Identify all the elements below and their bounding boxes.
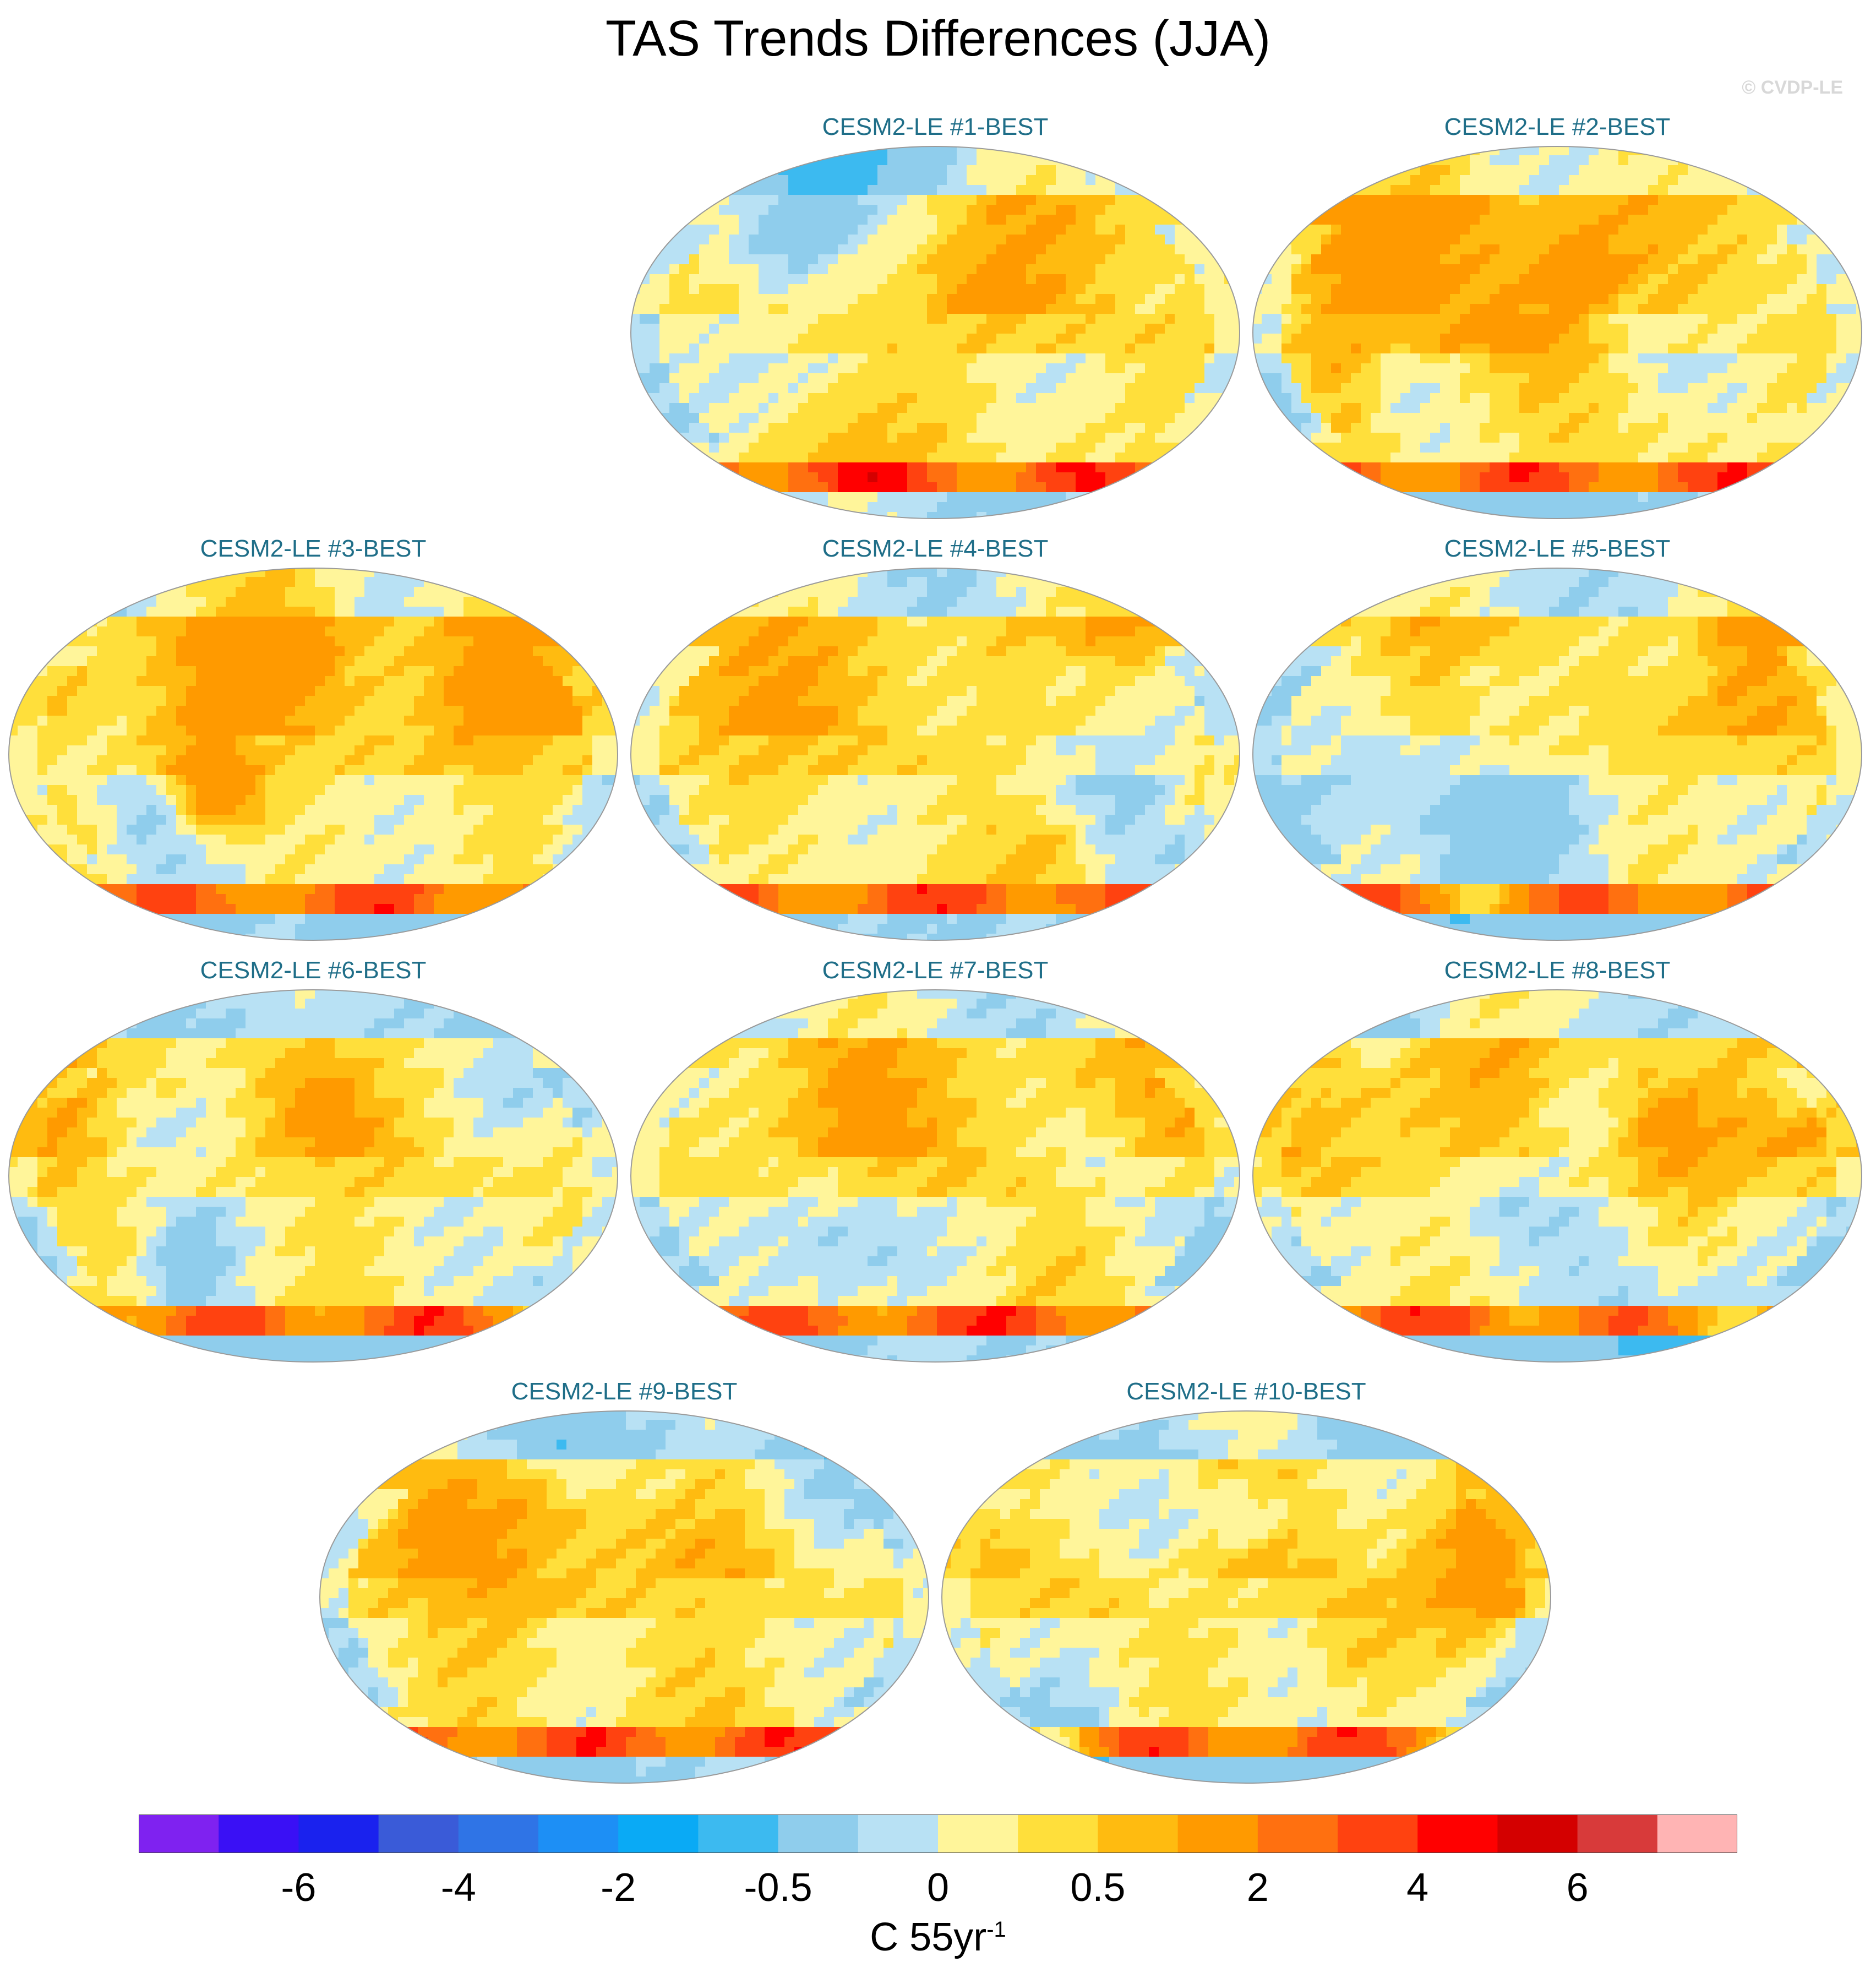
map-panel-1: CESM2-LE #1-BEST: [630, 113, 1241, 521]
map-panel-7: CESM2-LE #7-BEST: [630, 957, 1241, 1364]
map-outline: [630, 146, 1240, 519]
colorbar-swatch: [219, 1814, 299, 1853]
colorbar: [139, 1814, 1737, 1853]
map-panel-4: CESM2-LE #4-BEST: [630, 535, 1241, 942]
panel-title-2: CESM2-LE #2-BEST: [1444, 113, 1671, 140]
panel-title-9: CESM2-LE #9-BEST: [511, 1378, 738, 1405]
panel-title-4: CESM2-LE #4-BEST: [822, 535, 1049, 562]
temperature-field: [1253, 146, 1862, 519]
temperature-field: [631, 568, 1240, 940]
map-outline: [630, 568, 1240, 941]
temperature-field: [320, 1411, 929, 1783]
colorbar-swatch: [698, 1814, 779, 1853]
colorbar-swatch: [1577, 1814, 1658, 1853]
map-panel-2: CESM2-LE #2-BEST: [1252, 113, 1863, 521]
colorbar-tick-label: 0: [926, 1866, 950, 1910]
colorbar-swatch: [458, 1814, 539, 1853]
colorbar-swatch: [1497, 1814, 1578, 1853]
units-exponent: -1: [986, 1917, 1006, 1942]
colorbar-tick-label: 6: [1566, 1866, 1589, 1910]
map-6: [8, 989, 618, 1363]
colorbar-swatch: [778, 1814, 859, 1853]
temperature-field: [631, 990, 1240, 1362]
temperature-field: [942, 1411, 1551, 1783]
colorbar-swatch: [1657, 1814, 1737, 1853]
colorbar-swatch: [858, 1814, 939, 1853]
map-panel-9: CESM2-LE #9-BEST: [319, 1378, 930, 1785]
colorbar-tick-label: -0.5: [744, 1866, 812, 1910]
colorbar-swatch: [1417, 1814, 1498, 1853]
colorbar-swatch: [1018, 1814, 1098, 1853]
panel-title-3: CESM2-LE #3-BEST: [200, 535, 427, 562]
colorbar-swatch: [298, 1814, 379, 1853]
colorbar-swatch: [618, 1814, 699, 1853]
map-7: [630, 989, 1240, 1363]
map-panel-5: CESM2-LE #5-BEST: [1252, 535, 1863, 942]
colorbar-swatch: [938, 1814, 1018, 1853]
temperature-field: [631, 146, 1240, 519]
colorbar-tick-label: -6: [281, 1866, 317, 1910]
panel-title-7: CESM2-LE #7-BEST: [822, 957, 1049, 984]
map-outline: [1252, 568, 1862, 941]
panel-title-5: CESM2-LE #5-BEST: [1444, 535, 1671, 562]
colorbar-swatch: [1257, 1814, 1338, 1853]
colorbar-swatch: [1177, 1814, 1258, 1853]
colorbar-units: C 55yr-1: [0, 1915, 1876, 1960]
colorbar-swatch: [378, 1814, 459, 1853]
colorbar-swatch: [1338, 1814, 1418, 1853]
map-outline: [1252, 989, 1862, 1363]
panel-title-6: CESM2-LE #6-BEST: [200, 957, 427, 984]
map-panel-6: CESM2-LE #6-BEST: [8, 957, 619, 1364]
map-8: [1252, 989, 1862, 1363]
colorbar-tick-label: 4: [1406, 1866, 1429, 1910]
map-4: [630, 568, 1240, 941]
credit-watermark: © CVDP-LE: [1742, 77, 1843, 98]
colorbar-frame: [139, 1814, 1737, 1853]
map-outline: [630, 989, 1240, 1363]
units-base: C 55yr: [870, 1915, 987, 1959]
map-10: [941, 1410, 1551, 1784]
colorbar-tick-label: 0.5: [1070, 1866, 1126, 1910]
colorbar-swatch: [139, 1814, 219, 1853]
colorbar-tick-label: -4: [440, 1866, 476, 1910]
map-outline: [319, 1410, 929, 1784]
temperature-field: [1253, 990, 1862, 1362]
map-panel-10: CESM2-LE #10-BEST: [941, 1378, 1552, 1785]
temperature-field: [9, 568, 618, 940]
map-outline: [8, 568, 618, 941]
map-outline: [941, 1410, 1551, 1784]
map-5: [1252, 568, 1862, 941]
map-1: [630, 146, 1240, 519]
map-outline: [8, 989, 618, 1363]
colorbar-tick-label: -2: [601, 1866, 636, 1910]
map-panel-3: CESM2-LE #3-BEST: [8, 535, 619, 942]
panel-title-1: CESM2-LE #1-BEST: [822, 113, 1049, 140]
colorbar-swatch: [538, 1814, 619, 1853]
temperature-field: [9, 990, 618, 1362]
map-2: [1252, 146, 1862, 519]
panel-title-10: CESM2-LE #10-BEST: [1126, 1378, 1366, 1405]
panel-title-8: CESM2-LE #8-BEST: [1444, 957, 1671, 984]
map-panel-8: CESM2-LE #8-BEST: [1252, 957, 1863, 1364]
colorbar-swatch: [1098, 1814, 1179, 1853]
map-outline: [1252, 146, 1862, 519]
map-3: [8, 568, 618, 941]
colorbar-tick-label: 2: [1246, 1866, 1269, 1910]
map-9: [319, 1410, 929, 1784]
temperature-field: [1253, 568, 1862, 940]
page-title: TAS Trends Differences (JJA): [605, 10, 1271, 67]
